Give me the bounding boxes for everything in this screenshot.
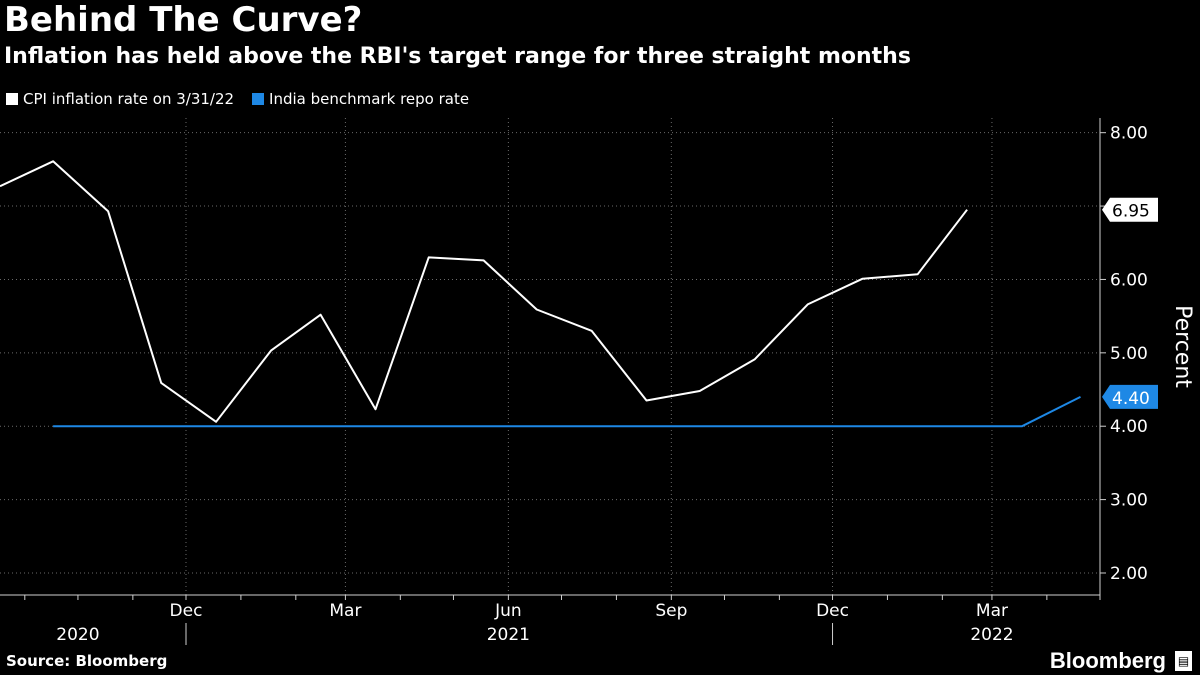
x-year-label: 2020 bbox=[56, 625, 99, 645]
y-tick-label: 3.00 bbox=[1110, 491, 1148, 511]
y-tick-label: 8.00 bbox=[1110, 124, 1148, 144]
bloomberg-logo: Bloomberg bbox=[1049, 648, 1166, 673]
y-axis-title: Percent bbox=[1170, 305, 1195, 388]
y-tick-label: 6.00 bbox=[1110, 270, 1148, 290]
x-tick-label: Dec bbox=[816, 601, 849, 621]
bloomberg-mark-icon: ▤ bbox=[1175, 651, 1192, 671]
x-tick-label: Jun bbox=[494, 601, 522, 621]
x-year-label: 2022 bbox=[970, 625, 1013, 645]
legend-label-repo: India benchmark repo rate bbox=[269, 90, 470, 108]
source-note: Source: Bloomberg bbox=[6, 652, 168, 670]
chart-subtitle: Inflation has held above the RBI's targe… bbox=[4, 44, 911, 69]
x-tick-label: Dec bbox=[170, 601, 203, 621]
repo-series-line bbox=[53, 396, 1081, 428]
y-tick-label: 2.00 bbox=[1110, 564, 1148, 584]
legend: CPI inflation rate on 3/31/22 India benc… bbox=[6, 90, 469, 108]
cpi-end-label: 6.95 bbox=[1112, 202, 1150, 222]
x-tick-label: Mar bbox=[976, 601, 1008, 621]
cpi-series-line bbox=[0, 160, 968, 423]
chart-title: Behind The Curve? bbox=[4, 0, 363, 40]
y-tick-label: 4.00 bbox=[1110, 417, 1148, 437]
legend-label-cpi: CPI inflation rate on 3/31/22 bbox=[23, 90, 235, 108]
legend-item-repo: India benchmark repo rate bbox=[252, 90, 469, 108]
repo-end-tag bbox=[1102, 384, 1158, 409]
cpi-end-tag bbox=[1102, 197, 1158, 222]
legend-swatch-repo bbox=[252, 93, 265, 105]
legend-item-cpi: CPI inflation rate on 3/31/22 bbox=[6, 90, 234, 108]
x-tick-label: Sep bbox=[655, 601, 687, 621]
repo-end-label: 4.40 bbox=[1112, 389, 1150, 409]
x-year-label: 2021 bbox=[487, 625, 530, 645]
legend-swatch-cpi bbox=[6, 93, 18, 105]
x-tick-label: Mar bbox=[329, 601, 361, 621]
y-tick-label: 5.00 bbox=[1110, 344, 1148, 364]
